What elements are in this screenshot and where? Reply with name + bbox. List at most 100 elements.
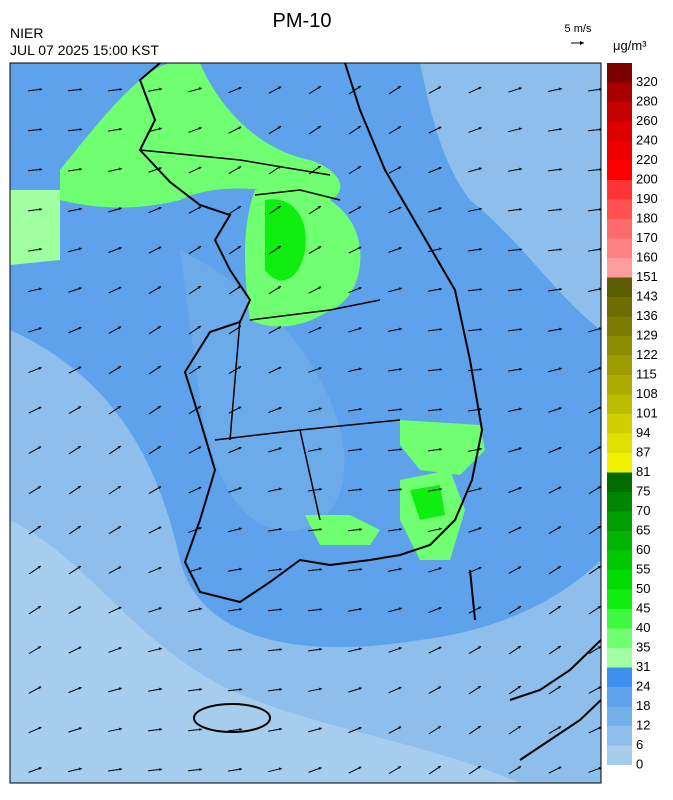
wind-arrow — [108, 485, 122, 495]
colorbar-tick-label: 115 — [636, 366, 657, 381]
colorbar-segment — [607, 414, 632, 434]
wind-arrow-head — [237, 206, 241, 209]
wind-arrow-head — [279, 567, 282, 572]
wind-arrow — [28, 686, 42, 694]
wind-arrow — [108, 246, 122, 253]
wind-arrow — [227, 727, 243, 732]
wind-arrow — [68, 366, 82, 374]
wind-arrow-head — [398, 607, 402, 611]
wind-arrow-head — [358, 647, 362, 651]
wind-arrow-head — [278, 366, 282, 370]
wind-arrow-head — [78, 247, 82, 251]
wind-arrow — [108, 167, 122, 173]
wind-arrow-head — [157, 406, 161, 409]
wind-arrow — [108, 405, 122, 415]
wind-arrow-head — [558, 407, 562, 411]
wind-arrow-head — [477, 686, 481, 689]
wind-arrow — [388, 726, 402, 734]
wind-arrow-head — [359, 407, 362, 411]
colorbar-segment — [607, 180, 632, 200]
wind-arrow-head — [558, 446, 562, 450]
wind-arrow-head — [598, 327, 601, 331]
wind-arrow — [508, 605, 522, 615]
wind-arrow — [508, 447, 522, 453]
wind-arrow — [28, 446, 42, 454]
wind-scale-arrow — [571, 41, 584, 45]
wind-arrow — [588, 327, 601, 333]
wind-arrow-head — [197, 366, 201, 369]
wind-arrow — [187, 687, 203, 692]
wind-arrow — [468, 167, 482, 173]
wind-arrow — [348, 165, 362, 175]
colorbar-tick-label: 200 — [636, 171, 658, 186]
wind-arrow-head — [439, 408, 442, 412]
wind-arrow — [388, 247, 402, 253]
wind-arrow — [228, 406, 242, 414]
wind-arrow — [68, 405, 82, 415]
wind-arrow-head — [319, 447, 322, 451]
wind-arrow-head — [38, 446, 42, 450]
colorbar-tick-label: 220 — [636, 152, 658, 167]
colorbar-tick-label: 18 — [636, 698, 650, 713]
colorbar-segment — [607, 706, 632, 726]
wind-arrow-head — [478, 566, 482, 570]
wind-arrow — [507, 247, 523, 252]
wind-arrow-head — [479, 287, 482, 292]
wind-arrow-head — [479, 328, 482, 332]
wind-arrow-head — [238, 527, 242, 531]
wind-arrow-head — [118, 246, 122, 250]
wind-arrow-head — [278, 86, 282, 90]
wind-arrow — [508, 566, 522, 574]
wind-arrow — [228, 487, 242, 493]
wind-arrow-head — [79, 207, 82, 211]
wind-arrow-head — [239, 647, 242, 652]
wind-arrow-head — [598, 766, 601, 770]
wind-arrow-head — [557, 566, 561, 569]
colorbar-tick-label: 108 — [636, 386, 658, 401]
wind-arrow-head — [399, 367, 402, 371]
wind-arrow-head — [118, 167, 122, 171]
wind-arrow-head — [438, 207, 442, 211]
wind-arrow-head — [278, 447, 282, 451]
wind-arrow — [388, 125, 402, 135]
wind-arrow — [548, 726, 562, 734]
wind-arrow-head — [518, 127, 522, 131]
wind-arrow — [548, 127, 562, 132]
wind-arrow — [27, 87, 43, 92]
wind-arrow — [28, 406, 42, 414]
wind-arrow-head — [358, 726, 362, 730]
wind-arrow — [68, 445, 82, 455]
wind-arrow — [268, 406, 282, 413]
wind-arrow-head — [398, 166, 402, 170]
wind-arrow-head — [37, 606, 41, 609]
wind-arrow-head — [77, 446, 81, 449]
wind-arrow — [228, 285, 242, 295]
wind-arrow — [308, 125, 322, 135]
colorbar-tick-label: 122 — [636, 347, 658, 362]
wind-arrow — [228, 325, 242, 335]
wind-arrow-head — [78, 727, 82, 731]
wind-arrow — [308, 367, 322, 373]
wind-arrow-head — [558, 726, 562, 730]
wind-arrow — [388, 166, 402, 174]
wind-arrow-head — [359, 607, 362, 611]
wind-arrow-head — [119, 727, 122, 731]
wind-arrow — [68, 606, 82, 614]
wind-arrow-head — [37, 486, 41, 489]
wind-arrow — [148, 206, 162, 214]
wind-arrow — [148, 87, 162, 92]
wind-arrow-head — [197, 286, 201, 289]
wind-arrow — [468, 247, 482, 252]
wind-arrow-head — [439, 327, 442, 331]
wind-arrow — [148, 566, 162, 574]
wind-arrow — [547, 287, 563, 292]
wind-arrow-head — [38, 327, 42, 331]
wind-arrow — [348, 367, 362, 373]
wind-arrow-head — [559, 287, 562, 291]
wind-arrow — [68, 525, 82, 535]
wind-arrow — [268, 487, 282, 493]
wind-arrow-head — [37, 566, 41, 569]
wind-arrow — [508, 685, 522, 695]
wind-arrow-head — [438, 86, 442, 90]
wind-arrow — [108, 566, 122, 574]
